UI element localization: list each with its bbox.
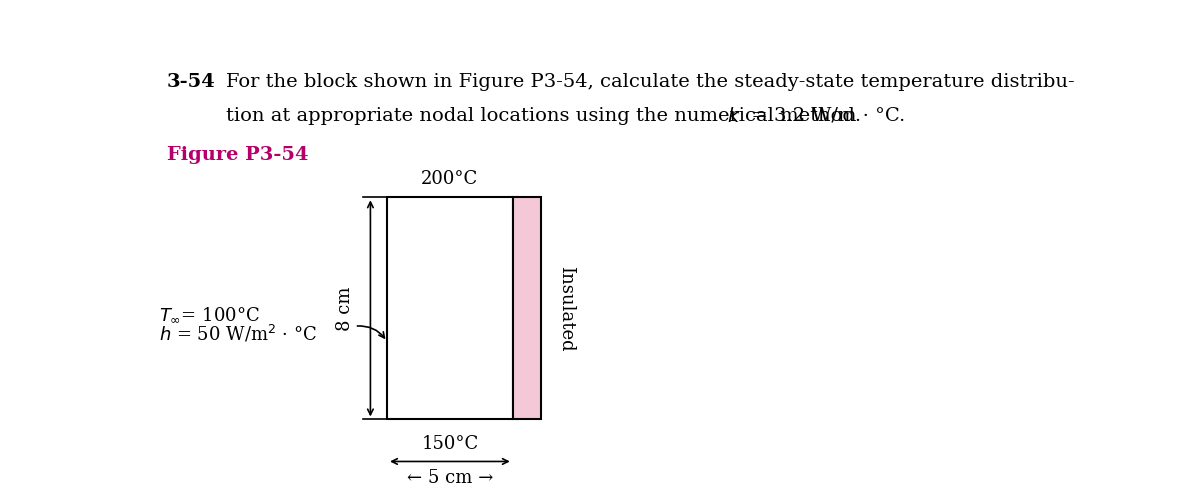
Bar <box>388 197 512 419</box>
Text: 200°C: 200°C <box>421 170 479 188</box>
Text: 8 cm: 8 cm <box>336 286 354 331</box>
Text: 150°C: 150°C <box>421 435 479 453</box>
Text: $T_\infty$= 100°C: $T_\infty$= 100°C <box>160 305 260 324</box>
Text: $k$: $k$ <box>727 107 740 126</box>
Text: ← 5 cm →: ← 5 cm → <box>407 469 493 487</box>
Text: tion at appropriate nodal locations using the numerical method.: tion at appropriate nodal locations usin… <box>227 107 868 125</box>
Bar <box>512 197 541 419</box>
Text: = 3.2 W/m · °C.: = 3.2 W/m · °C. <box>745 107 906 125</box>
Text: For the block shown in Figure P3-54, calculate the steady-state temperature dist: For the block shown in Figure P3-54, cal… <box>227 73 1075 91</box>
Text: 3-54: 3-54 <box>167 73 216 91</box>
Text: Figure P3-54: Figure P3-54 <box>167 146 308 164</box>
Text: Insulated: Insulated <box>557 265 575 351</box>
Text: $h$ = 50 W/m$^2$ · °C: $h$ = 50 W/m$^2$ · °C <box>160 323 317 344</box>
